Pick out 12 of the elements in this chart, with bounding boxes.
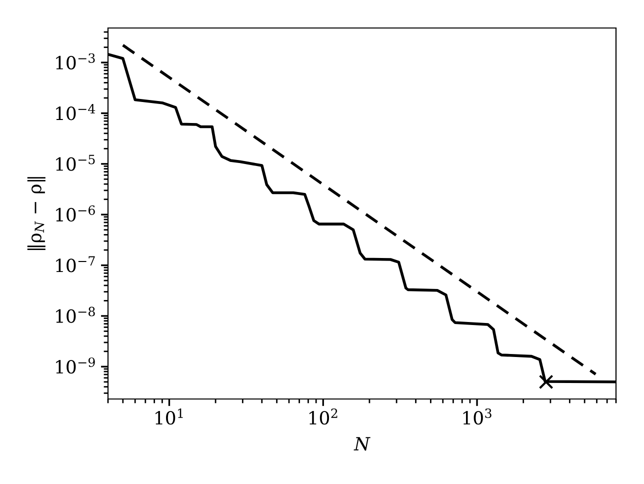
- x-tick-label: 10$^{2}$: [309, 408, 338, 425]
- y-tick-label: 10$^{−8}$: [56, 306, 95, 323]
- y-tick-label: 10$^{−5}$: [56, 154, 95, 171]
- x-tick-label: 10$^{1}$: [156, 408, 183, 425]
- y-axis-title: ‖ρ$_{N}$ − ρ‖: [27, 177, 46, 250]
- x-tick-label: 10$^{3}$: [463, 408, 492, 425]
- y-tick-label: 10$^{−4}$: [56, 104, 96, 120]
- y-tick-label: 10$^{−7}$: [56, 256, 95, 272]
- y-tick-label: 10$^{−6}$: [56, 205, 95, 222]
- y-tick-label: 10$^{−9}$: [56, 357, 95, 374]
- y-tick-label: 10$^{−3}$: [56, 53, 95, 70]
- x-axis-title: N: [354, 437, 370, 451]
